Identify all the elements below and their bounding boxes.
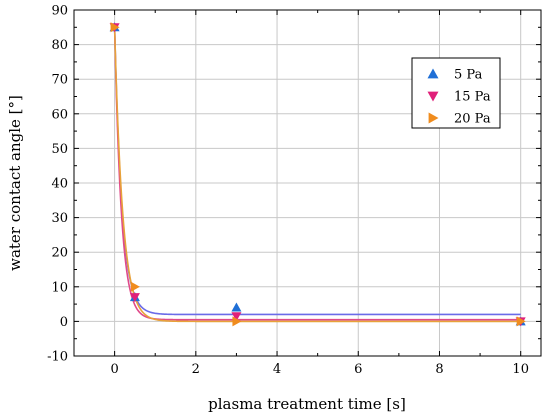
x-tick-label: 8 — [435, 362, 443, 377]
fit-curve — [113, 27, 521, 323]
legend: 5 Pa 15 Pa 20 Pa — [411, 57, 501, 129]
y-tick-label: -10 — [47, 350, 68, 365]
y-tick-label: 80 — [51, 38, 68, 53]
data-point — [130, 281, 140, 292]
y-tick-label: 70 — [51, 73, 68, 88]
x-tick-label: 2 — [192, 362, 200, 377]
x-tick-label: 0 — [110, 362, 118, 377]
data-point — [129, 293, 140, 303]
fit-curve — [113, 27, 521, 316]
legend-marker — [428, 112, 439, 124]
y-tick-label: 50 — [51, 142, 68, 157]
x-tick-label: 4 — [273, 362, 281, 377]
data-point — [231, 312, 242, 322]
x-tick-label: 6 — [354, 362, 362, 377]
y-tick-label: 20 — [51, 246, 68, 261]
y-tick-label: 40 — [51, 177, 68, 192]
x-axis-title: plasma treatment time [s] — [208, 395, 406, 413]
data-point — [110, 22, 120, 33]
legend-marker — [427, 68, 439, 79]
y-tick-label: 0 — [60, 315, 68, 330]
y-tick-label: 60 — [51, 107, 68, 122]
legend-box — [411, 57, 501, 129]
y-tick-label: 10 — [51, 280, 68, 295]
legend-marker — [427, 91, 439, 102]
legend-label: 5 Pa — [454, 68, 483, 83]
data-point — [231, 302, 242, 312]
y-tick-label: 90 — [51, 4, 68, 19]
y-axis-title: water contact angle [°] — [6, 95, 24, 271]
axis-ticks — [73, 9, 541, 357]
fit-curves — [113, 27, 521, 323]
data-point — [516, 316, 526, 327]
data-points — [109, 22, 526, 327]
fit-curve — [113, 27, 521, 321]
data-point — [232, 316, 242, 327]
legend-label: 20 Pa — [454, 112, 491, 127]
legend-label: 15 Pa — [454, 90, 491, 105]
y-tick-label: 30 — [51, 211, 68, 226]
tick-labels: 0 2 4 6 8 10 -10 0 10 20 30 40 50 60 70 80 90 — [47, 4, 529, 378]
x-tick-label: 10 — [512, 362, 529, 377]
